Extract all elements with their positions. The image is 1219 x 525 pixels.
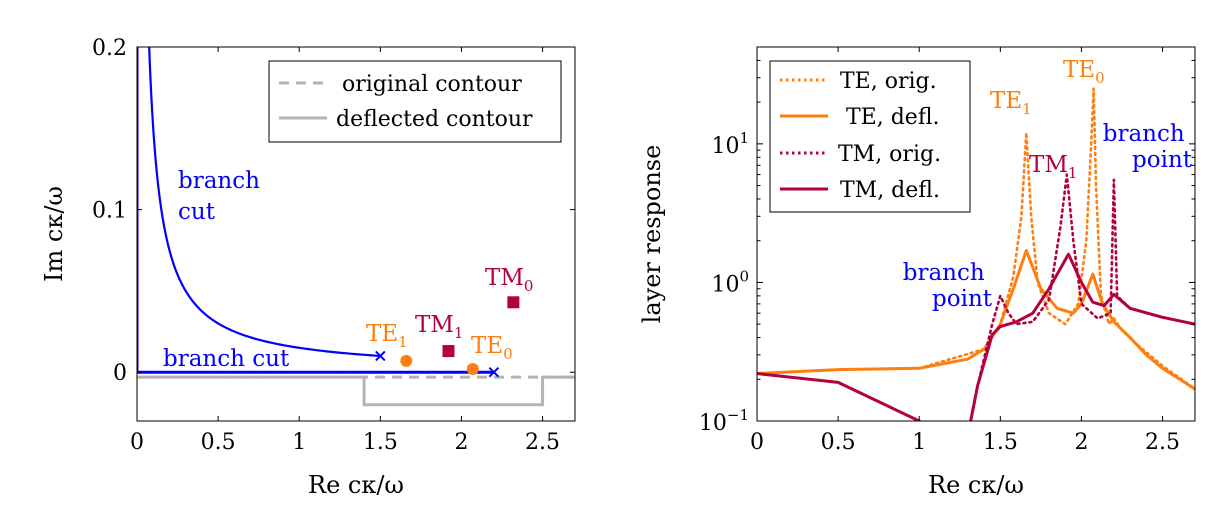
left-chart: 0 0.5 1 1.5 2 2.5 0 0.1 0.2 Re cκ/ω Im cκ/ω bran… — [40, 36, 576, 499]
left-y-tick-label: 0 — [113, 361, 127, 386]
branch-cut-label-hyperbola: branch cut — [178, 168, 267, 225]
pole-label-tm1: TM1 — [415, 312, 463, 342]
branch-point-upper-line1: branch — [1103, 121, 1185, 147]
left-y-tick-label: 0.2 — [92, 36, 127, 61]
branch-point-upper-line2: point — [1132, 147, 1193, 173]
resonance-label-te0-name: TE — [1063, 57, 1095, 83]
resonance-label-te1-name: TE — [990, 88, 1022, 114]
right-x-tick-label: 0.5 — [821, 430, 856, 455]
left-legend: original contour deflected contour — [268, 60, 562, 143]
resonance-label-te1: TE1 — [990, 88, 1032, 118]
branch-cut-label-real-axis: branch cut — [163, 346, 290, 372]
legend-label-te-defl: TE, defl. — [846, 105, 940, 130]
pole-label-tm0-name: TM — [485, 265, 524, 291]
left-y-axis-label: Im cκ/ω — [40, 186, 68, 282]
legend-label-te-orig: TE, orig. — [840, 69, 937, 94]
pole-marker-te0 — [466, 362, 479, 375]
pole-label-tm0-sub: 0 — [524, 277, 534, 295]
branch-point-lower-line2: point — [932, 286, 993, 312]
resonance-label-te1-sub: 1 — [1022, 100, 1032, 118]
pole-marker-tm0 — [507, 296, 520, 309]
branch-point-lower-line1: branch — [903, 260, 985, 286]
left-x-tick-label: 0 — [130, 430, 144, 455]
left-plot-frame — [136, 46, 576, 422]
left-x-axis-label-text: Re cκ/ω — [308, 471, 404, 499]
pole-label-tm0: TM0 — [485, 265, 533, 295]
resonance-label-tm1: TM1 — [1029, 152, 1077, 182]
branch-cut-line-hyperbola — [148, 47, 381, 358]
right-legend-frame — [769, 60, 971, 213]
resonance-label-te0-sub: 0 — [1095, 69, 1105, 87]
pole-label-te1: TE1 — [366, 321, 408, 351]
pole-label-te1-name: TE — [366, 321, 398, 347]
branch-point-marker-0 — [375, 350, 386, 362]
left-x-tick-label: 1.5 — [363, 430, 398, 455]
pole-label-tm1-name: TM — [415, 312, 454, 338]
legend-label-tm-orig: TM, orig. — [838, 142, 941, 167]
left-legend-frame — [268, 60, 562, 143]
branch-cut-label-line1: branch — [178, 168, 260, 194]
series-line-te-defl — [757, 248, 1195, 391]
pole-marker-tm1 — [442, 345, 455, 358]
right-legend: TE, orig. TE, defl. TM, orig. TM, defl. — [769, 60, 971, 213]
branch-point-label-lower: branch point — [903, 260, 993, 312]
contour-line-1 — [137, 375, 575, 407]
resonance-label-tm1-sub: 1 — [1068, 164, 1078, 182]
right-y-tick-label: 10−1 — [699, 406, 749, 436]
right-y-tick-label: 100 — [711, 267, 749, 297]
left-y-axis-label-text: Im cκ/ω — [40, 186, 68, 282]
series-line-tm-orig — [757, 173, 1195, 421]
legend-label-tm-defl: TM, defl. — [840, 178, 940, 203]
pole-label-te1-sub: 1 — [398, 333, 408, 351]
series-line-tm-defl — [757, 252, 1195, 421]
legend-label-deflected-contour: deflected contour — [336, 107, 533, 132]
pole-label-te0-name: TE — [471, 333, 503, 359]
left-x-tick-label: 2 — [454, 430, 468, 455]
left-y-tick-label: 0.1 — [92, 199, 127, 224]
legend-label-original-contour: original contour — [342, 72, 522, 97]
branch-point-label-upper: branch point — [1103, 121, 1193, 173]
right-x-axis-label-text: Re cκ/ω — [928, 471, 1024, 499]
pole-marker-te1 — [400, 354, 413, 367]
right-y-tick-label: 101 — [711, 129, 749, 159]
right-x-tick-label: 0 — [750, 430, 764, 455]
pole-label-tm1-sub: 1 — [454, 324, 464, 342]
pole-label-te0-sub: 0 — [503, 345, 513, 363]
branch-point-marker-1 — [488, 367, 500, 378]
right-y-axis-label: layer response — [638, 145, 666, 324]
right-x-tick-label: 1.5 — [983, 430, 1018, 455]
left-x-tick-label: 0.5 — [201, 430, 236, 455]
right-plot-frame — [756, 46, 1196, 422]
left-x-tick-label: 2.5 — [525, 430, 560, 455]
right-x-tick-label: 2 — [1074, 430, 1088, 455]
pole-label-te0: TE0 — [471, 333, 513, 363]
resonance-label-tm1-name: TM — [1029, 152, 1068, 178]
branch-cut-label-line2: cut — [178, 199, 216, 225]
right-x-tick-label: 1 — [912, 430, 926, 455]
left-x-tick-label: 1 — [292, 430, 306, 455]
left-x-axis-label: Re cκ/ω — [308, 471, 404, 499]
right-x-tick-label: 2.5 — [1145, 430, 1180, 455]
right-x-axis-label: Re cκ/ω — [928, 471, 1024, 499]
resonance-label-te0: TE0 — [1063, 57, 1105, 87]
right-y-axis-label-text: layer response — [638, 145, 666, 324]
